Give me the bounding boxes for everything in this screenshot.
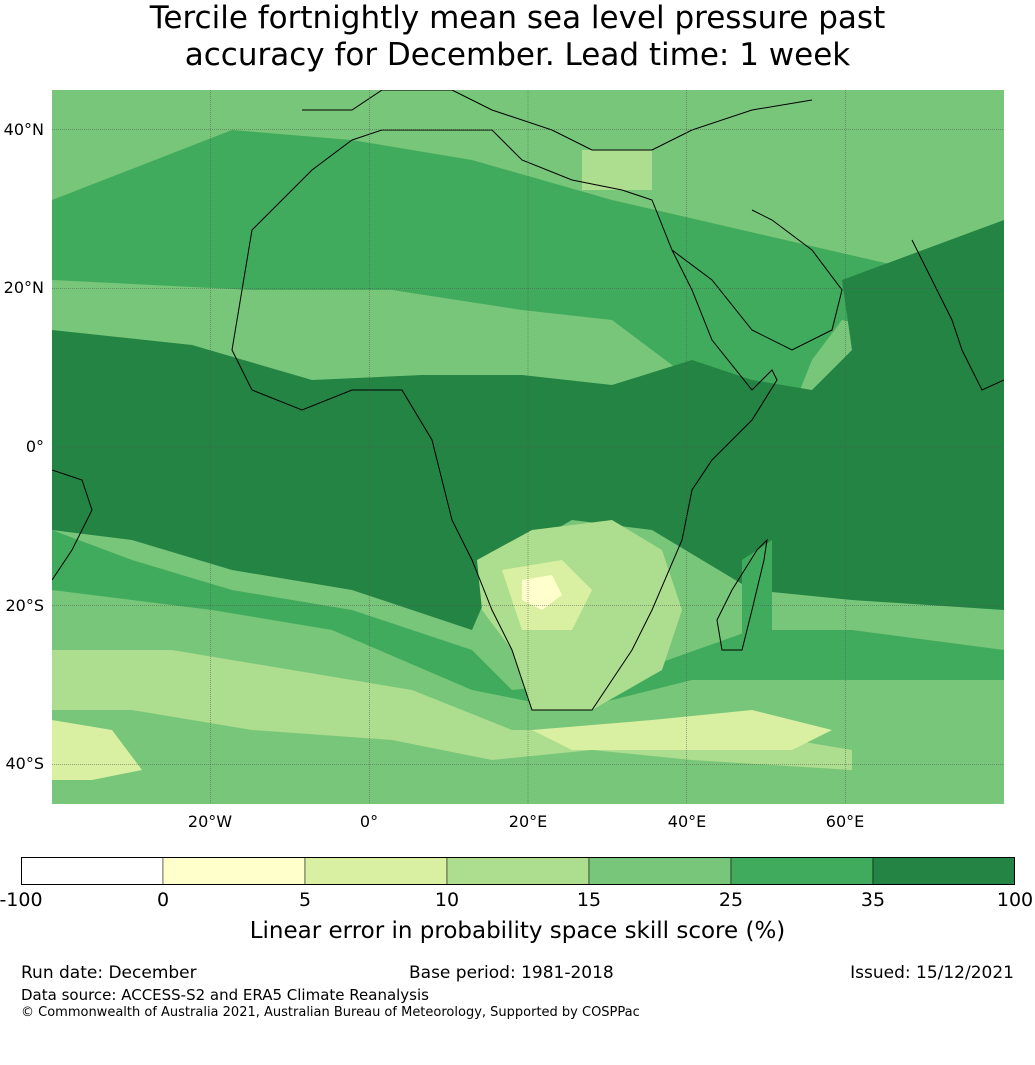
colorbar-tick-label: 15: [576, 889, 602, 911]
colorbar: [21, 857, 1015, 885]
lon-label-60e: 60°E: [825, 812, 865, 831]
lat-label-20n: 20°N: [3, 278, 44, 297]
data-source: Data source: ACCESS-S2 and ERA5 Climate …: [21, 986, 429, 1004]
colorbar-swatches: [21, 857, 1015, 885]
arabia-coastline: [671, 209, 843, 351]
india-coastline: [911, 239, 1004, 391]
chart-title: Tercile fortnightly mean sea level press…: [0, 0, 1035, 74]
copyright: © Commonwealth of Australia 2021, Austra…: [21, 1005, 640, 1020]
region-arabian-sea: [842, 220, 1004, 390]
south-america-coastline: [52, 469, 93, 581]
skill-score-map: [52, 90, 1004, 804]
colorbar-swatch-4: [588, 857, 732, 885]
region-southern-ocean-lightest: [52, 720, 142, 780]
lon-label-0: 0°: [359, 812, 379, 831]
colorbar-tick-label: 0: [156, 889, 170, 911]
colorbar-tick-label: 25: [718, 889, 744, 911]
colorbar-swatch-1: [162, 857, 306, 885]
lat-label-40s: 40°S: [5, 754, 44, 773]
europe-coastline: [302, 90, 813, 151]
madagascar-coastline: [716, 538, 768, 651]
issued-date: Issued: 15/12/2021: [850, 963, 1014, 983]
colorbar-tick-label: 10: [434, 889, 460, 911]
africa-coastline: [231, 129, 778, 711]
lat-label-20s: 20°S: [5, 596, 44, 615]
region-south-of-cape: [532, 710, 832, 750]
colorbar-title: Linear error in probability space skill …: [249, 918, 786, 944]
colorbar-tick-label: 100: [996, 889, 1034, 911]
colorbar-tick-label: 35: [860, 889, 886, 911]
region-east-med: [582, 150, 652, 190]
colorbar-swatch-2: [304, 857, 448, 885]
region-madagascar: [742, 540, 772, 650]
run-date: Run date: December: [21, 963, 197, 983]
colorbar-outline: [21, 857, 1015, 885]
lon-label-20w: 20°W: [187, 812, 233, 831]
colorbar-swatch-0: [21, 857, 164, 885]
map-panel: [52, 90, 1004, 804]
base-period: Base period: 1981-2018: [409, 963, 614, 983]
region-south-band: [52, 530, 1004, 710]
lon-label-40e: 40°E: [667, 812, 707, 831]
lon-label-20e: 20°E: [508, 812, 548, 831]
lat-label-40n: 40°N: [3, 120, 44, 139]
region-kalahari-max: [522, 575, 562, 610]
lat-label-0: 0°: [25, 437, 44, 456]
colorbar-swatch-5: [730, 857, 874, 885]
colorbar-swatch-3: [446, 857, 590, 885]
title-line-2: accuracy for December. Lead time: 1 week: [184, 37, 851, 73]
title-line-1: Tercile fortnightly mean sea level press…: [149, 0, 886, 36]
gridlines: [52, 90, 1004, 804]
colorbar-tick-label: 5: [298, 889, 312, 911]
colorbar-tick-label: -100: [0, 889, 43, 911]
coastlines: [52, 90, 1004, 711]
colorbar-swatch-6: [872, 857, 1015, 885]
